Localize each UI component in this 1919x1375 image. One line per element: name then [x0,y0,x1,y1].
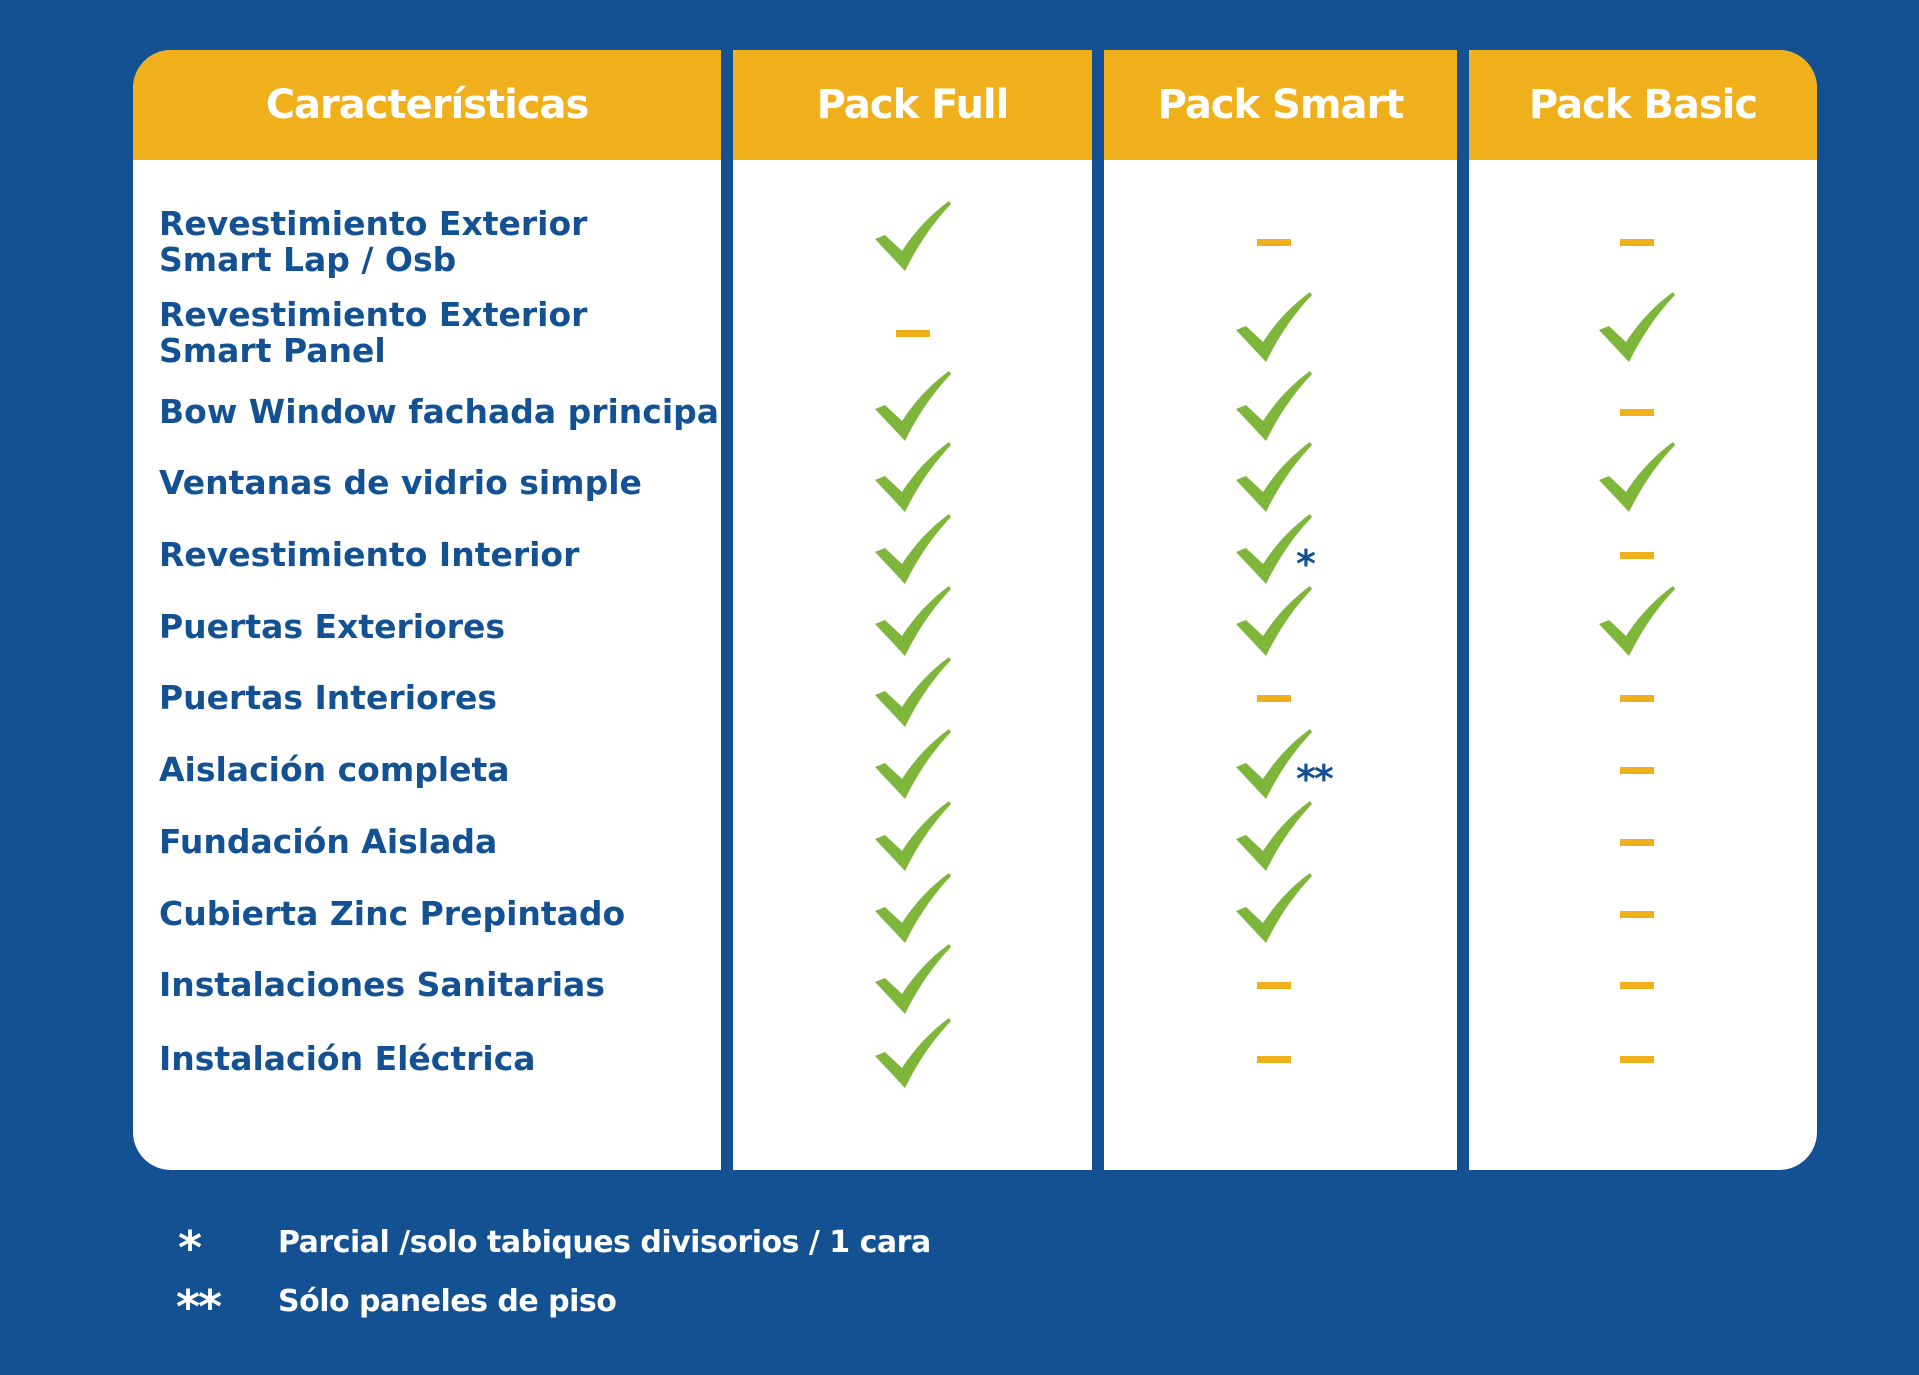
feature-label-line: Revestimiento Interior [159,535,580,574]
check-icon [1236,292,1312,362]
feature-label: Puertas Interiores [159,680,497,716]
dash-icon [1257,239,1291,246]
column-divider [721,50,733,1170]
check-icon [1236,586,1312,656]
dash-icon [1257,695,1291,702]
check-icon [875,586,951,656]
dash-icon [1620,839,1654,846]
feature-label: Aislación completa [159,752,510,788]
dash-icon [1620,239,1654,246]
dash-icon [1257,982,1291,989]
feature-label: Revestimiento Interior [159,537,579,573]
header-caracteristicas: Características [133,50,721,160]
check-icon [875,514,951,584]
check-icon [875,201,951,271]
check-icon [875,442,951,512]
feature-label: Ventanas de vidrio simple [159,465,642,501]
footnote-marker: ** [1296,757,1334,801]
feature-label: Revestimiento Exterior Smart Panel [159,297,587,369]
feature-label-line: Aislación completa [159,750,510,789]
feature-label-line: Puertas Exteriores [159,607,506,646]
dash-icon [1620,1056,1654,1063]
legend-text: Parcial /solo tabiques divisorios / 1 ca… [278,1225,931,1260]
comparison-table: Características Pack Full Pack Smart Pac… [133,50,1817,1170]
feature-label-line: Bow Window fachada principal [159,392,731,431]
check-icon [875,371,951,441]
dash-icon [1620,767,1654,774]
legend-symbol: * [178,1221,202,1275]
feature-label-line: Revestimiento Exterior [159,295,588,334]
feature-label-line: Instalación Eléctrica [159,1039,536,1078]
header-pack-full: Pack Full [733,50,1092,160]
feature-label: Cubierta Zinc Prepintado [159,896,625,932]
column-divider [1457,50,1469,1170]
feature-label: Instalación Eléctrica [159,1041,536,1077]
header-pack-basic: Pack Basic [1469,50,1817,160]
check-icon [1236,801,1312,871]
check-icon [875,873,951,943]
feature-label: Bow Window fachada principal [159,394,730,430]
check-icon [875,944,951,1014]
legend-symbol: ** [176,1280,222,1334]
header-pack-smart: Pack Smart [1104,50,1457,160]
check-icon [1236,729,1312,799]
check-icon [875,801,951,871]
check-icon [875,657,951,727]
dash-icon [1620,911,1654,918]
dash-icon [1257,1056,1291,1063]
dash-icon [896,330,930,337]
feature-label: Fundación Aislada [159,824,497,860]
check-icon [1236,873,1312,943]
check-icon [1236,514,1312,584]
feature-label-line: Instalaciones Sanitarias [159,965,605,1004]
feature-label-line: Fundación Aislada [159,822,498,861]
check-icon [1236,371,1312,441]
dash-icon [1620,982,1654,989]
feature-label-line: Ventanas de vidrio simple [159,463,642,502]
dash-icon [1620,695,1654,702]
check-icon [1599,442,1675,512]
feature-label-line: Smart Lap / Osb [159,240,457,279]
check-icon [1236,442,1312,512]
check-icon [1599,586,1675,656]
dash-icon [1620,552,1654,559]
feature-label-line: Puertas Interiores [159,678,497,717]
dash-icon [1620,409,1654,416]
feature-label: Puertas Exteriores [159,609,505,645]
feature-label-line: Smart Panel [159,331,386,370]
footnote-marker: * [1296,542,1316,586]
check-icon [875,1018,951,1088]
feature-label-line: Revestimiento Exterior [159,204,588,243]
feature-label: Instalaciones Sanitarias [159,967,605,1003]
feature-label-line: Cubierta Zinc Prepintado [159,894,626,933]
check-icon [875,729,951,799]
check-icon [1599,292,1675,362]
feature-label: Revestimiento Exterior Smart Lap / Osb [159,206,587,278]
legend-text: Sólo paneles de piso [278,1284,617,1319]
column-divider [1092,50,1104,1170]
